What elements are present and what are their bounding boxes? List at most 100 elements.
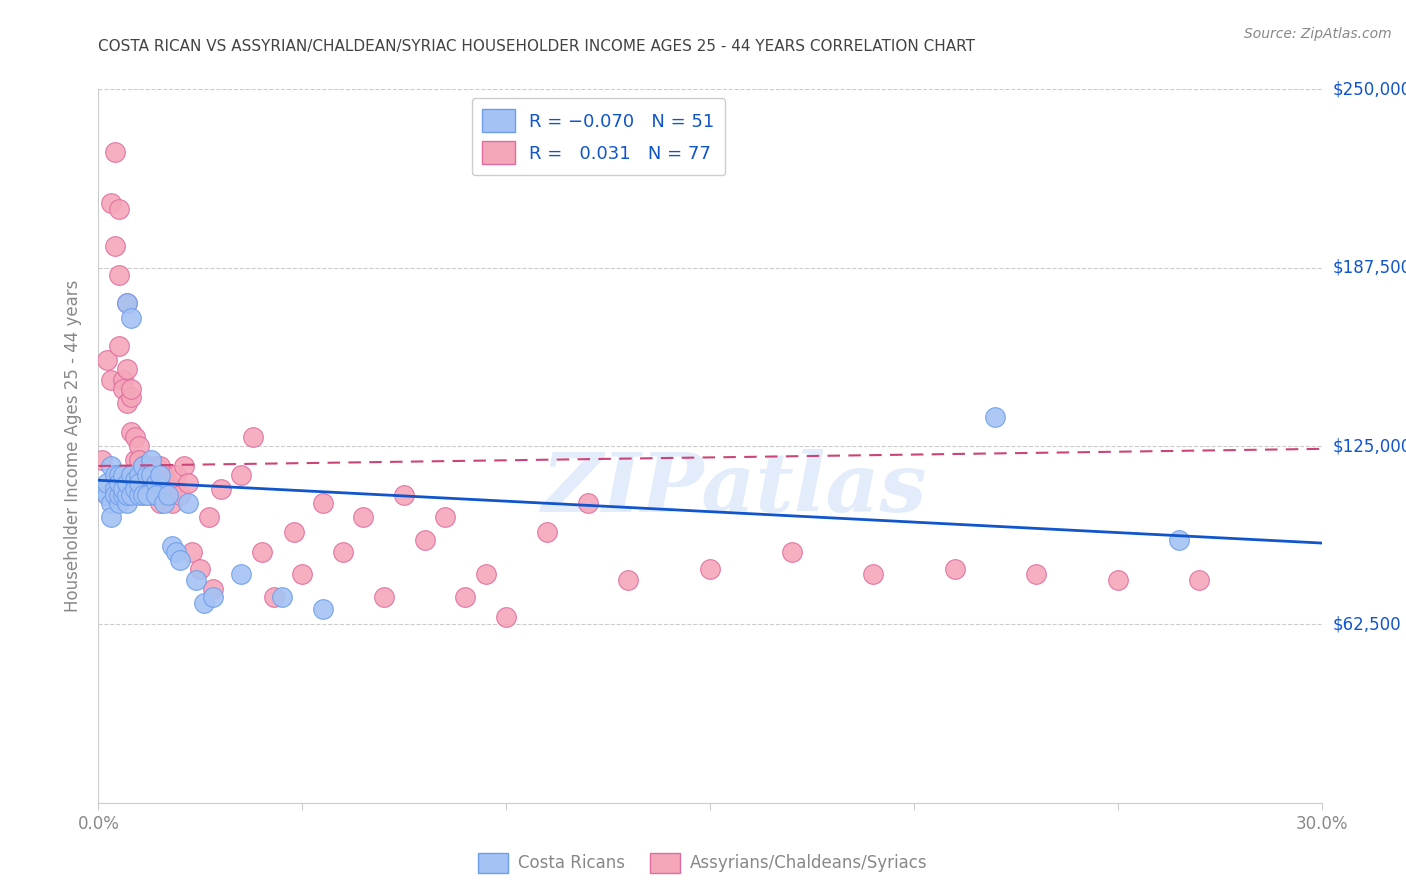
Point xyxy=(120,382,142,396)
Point xyxy=(100,373,122,387)
Point xyxy=(132,458,155,473)
Text: Source: ZipAtlas.com: Source: ZipAtlas.com xyxy=(1244,27,1392,41)
Point xyxy=(124,473,146,487)
Point xyxy=(96,476,118,491)
Point xyxy=(108,476,131,491)
Point xyxy=(1167,533,1189,548)
Point xyxy=(141,467,163,482)
Text: COSTA RICAN VS ASSYRIAN/CHALDEAN/SYRIAC HOUSEHOLDER INCOME AGES 25 - 44 YEARS CO: COSTA RICAN VS ASSYRIAN/CHALDEAN/SYRIAC … xyxy=(98,38,976,54)
Point xyxy=(156,487,179,501)
Point xyxy=(111,373,134,387)
Point xyxy=(104,482,127,496)
Point xyxy=(141,467,163,482)
Point xyxy=(111,382,134,396)
Point xyxy=(1188,573,1211,587)
Text: ZIPatlas: ZIPatlas xyxy=(541,449,927,529)
Point xyxy=(984,410,1007,425)
Point xyxy=(120,467,142,482)
Point xyxy=(120,310,142,325)
Point xyxy=(332,544,354,558)
Point xyxy=(91,453,114,467)
Point xyxy=(165,467,187,482)
Point xyxy=(352,510,374,524)
Point xyxy=(104,239,127,253)
Point xyxy=(141,453,163,467)
Point xyxy=(536,524,558,539)
Point xyxy=(108,339,131,353)
Point xyxy=(136,487,159,501)
Point xyxy=(160,539,183,553)
Point xyxy=(160,482,183,496)
Point xyxy=(100,510,122,524)
Point xyxy=(165,544,187,558)
Point xyxy=(128,487,150,501)
Point xyxy=(149,458,172,473)
Point xyxy=(115,296,138,310)
Point xyxy=(145,476,167,491)
Point xyxy=(177,476,200,491)
Point xyxy=(495,610,517,624)
Point xyxy=(149,467,172,482)
Point xyxy=(156,487,179,501)
Point xyxy=(120,487,142,501)
Point xyxy=(111,467,134,482)
Point xyxy=(181,544,204,558)
Point xyxy=(108,467,131,482)
Point xyxy=(156,476,179,491)
Point xyxy=(111,487,134,501)
Point xyxy=(124,467,146,482)
Point xyxy=(136,458,159,473)
Point xyxy=(141,487,163,501)
Point xyxy=(474,567,498,582)
Point xyxy=(177,496,200,510)
Point xyxy=(201,591,224,605)
Point xyxy=(197,510,219,524)
Point xyxy=(100,196,122,211)
Point xyxy=(108,268,131,282)
Point xyxy=(91,482,114,496)
Text: $62,500: $62,500 xyxy=(1333,615,1402,633)
Point xyxy=(141,476,163,491)
Legend: R = −0.070   N = 51, R =   0.031   N = 77: R = −0.070 N = 51, R = 0.031 N = 77 xyxy=(471,98,725,176)
Point xyxy=(120,391,142,405)
Text: $250,000: $250,000 xyxy=(1333,80,1406,98)
Point xyxy=(201,582,224,596)
Point xyxy=(149,496,172,510)
Point xyxy=(152,496,174,510)
Point xyxy=(231,467,253,482)
Point xyxy=(100,496,122,510)
Point xyxy=(115,496,138,510)
Point xyxy=(128,467,150,482)
Point xyxy=(454,591,477,605)
Point xyxy=(186,573,208,587)
Legend: Costa Ricans, Assyrians/Chaldeans/Syriacs: Costa Ricans, Assyrians/Chaldeans/Syriac… xyxy=(471,847,935,880)
Point xyxy=(96,487,118,501)
Point xyxy=(124,430,146,444)
Point xyxy=(136,467,159,482)
Point xyxy=(145,487,167,501)
Point xyxy=(100,458,122,473)
Point xyxy=(312,496,335,510)
Point xyxy=(128,467,150,482)
Point xyxy=(115,476,138,491)
Point xyxy=(169,487,191,501)
Point xyxy=(120,425,142,439)
Point xyxy=(104,487,127,501)
Point xyxy=(373,591,395,605)
Point xyxy=(943,562,966,576)
Point xyxy=(128,476,150,491)
Point xyxy=(392,487,416,501)
Point xyxy=(115,396,138,410)
Point xyxy=(128,439,150,453)
Text: $187,500: $187,500 xyxy=(1333,259,1406,277)
Point xyxy=(108,202,131,216)
Point xyxy=(104,145,127,159)
Point xyxy=(115,296,138,310)
Point xyxy=(152,467,174,482)
Point xyxy=(193,596,215,610)
Point xyxy=(188,562,212,576)
Point xyxy=(169,553,191,567)
Point xyxy=(132,458,155,473)
Point xyxy=(312,601,335,615)
Point xyxy=(124,453,146,467)
